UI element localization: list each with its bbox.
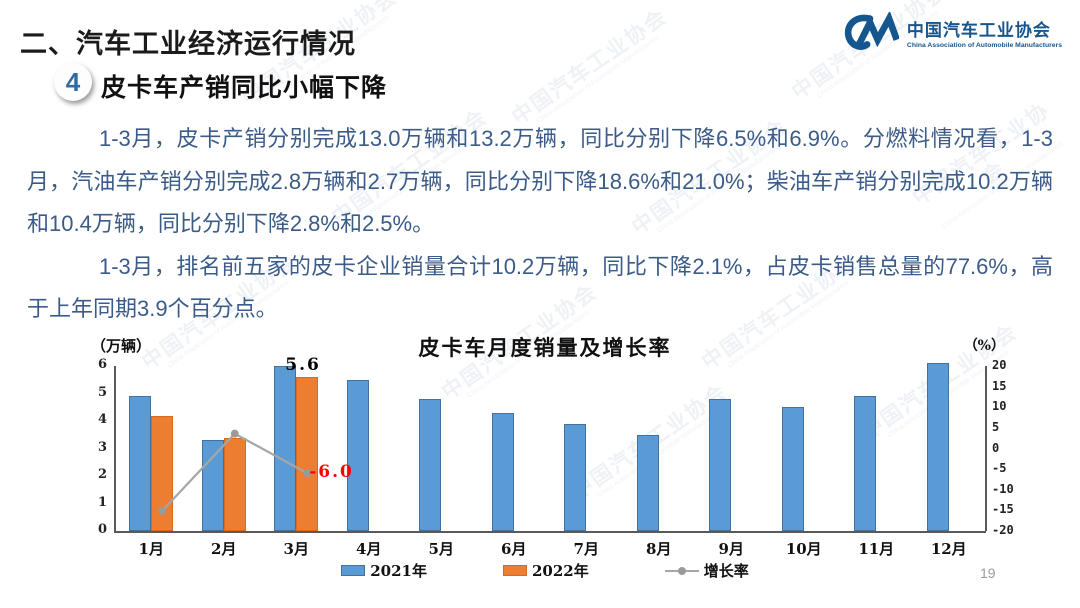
x-axis-label: 6月	[501, 540, 527, 558]
left-axis-tick: 4	[97, 412, 107, 427]
growth-line-marker	[158, 506, 167, 515]
paragraph-1: 1-3月，皮卡产销分别完成13.0万辆和13.2万辆，同比分别下降6.5%和6.…	[27, 126, 1053, 237]
x-axis-label: 2月	[211, 540, 237, 558]
x-axis-label: 9月	[718, 540, 744, 558]
x-axis-label: 8月	[646, 540, 672, 558]
sales-growth-chart: （万辆） （%） 皮卡车月度销量及增长率 2021年 2022年 增长率 0 1 2 3 4…	[85, 330, 1014, 588]
x-axis-label: 5月	[428, 540, 454, 558]
bar-2021年-3月	[274, 366, 297, 531]
x-axis	[114, 531, 986, 533]
right-axis-tick: -15	[992, 502, 1014, 517]
left-axis-tick: 0	[97, 522, 107, 537]
item-title: 皮卡车产销同比小幅下降	[101, 74, 388, 102]
growth-line-marker	[230, 429, 239, 438]
left-axis-tick: 6	[97, 357, 107, 372]
x-axis-label: 12月	[930, 540, 967, 558]
right-axis-tick: -10	[992, 481, 1014, 496]
legend-line-swatch	[664, 566, 699, 575]
bar-2021年-6月	[491, 412, 514, 531]
bar-2021年-8月	[636, 434, 659, 531]
x-axis-label: 3月	[283, 540, 309, 558]
bar-2021年-12月	[926, 363, 949, 531]
bar-2021年-4月	[346, 379, 369, 531]
bar-2021年-9月	[709, 399, 732, 531]
bar-2021年-7月	[564, 423, 587, 531]
logo-name-en: China Association of Automobile Manufact…	[906, 41, 1062, 49]
chart-title: 皮卡车月度销量及增长率	[418, 335, 672, 360]
x-axis-label: 4月	[356, 540, 382, 558]
x-axis-label: 10月	[785, 540, 822, 558]
x-axis-label: 7月	[573, 540, 599, 558]
right-axis-tick: -20	[992, 523, 1014, 537]
caam-logo: 中国汽车工业协会 China Association of Automobile…	[841, 10, 1062, 59]
x-axis-label: 1月	[138, 540, 164, 558]
right-axis-tick: 15	[992, 378, 1007, 393]
x-axis-label: 11月	[858, 540, 895, 558]
right-axis-tick: 5	[992, 419, 1000, 434]
right-axis-tick: -5	[992, 461, 1007, 476]
left-axis-tick: 5	[97, 384, 107, 400]
paragraph-2: 1-3月，排名前五家的皮卡企业销量合计10.2万辆，同比下降2.1%，占皮卡销售…	[27, 253, 1053, 322]
bar-2021年-10月	[781, 407, 804, 531]
right-axis-tick: 10	[992, 399, 1007, 414]
legend-item-2022年: 2022年	[502, 560, 589, 581]
item-number-badge: 4	[54, 63, 92, 101]
y-axis-left	[114, 366, 116, 531]
legend-label: 2021年	[370, 562, 427, 580]
left-axis-unit: （万辆）	[91, 337, 152, 355]
right-axis-unit: （%）	[963, 338, 1005, 354]
page-number: 19	[980, 565, 996, 581]
legend-label: 增长率	[703, 562, 749, 580]
left-axis-tick: 3	[97, 439, 107, 455]
item-number: 4	[65, 66, 81, 97]
chart-legend: 2021年 2022年 增长率	[85, 560, 1005, 581]
bar-2022年-1月	[151, 415, 174, 531]
bar-2021年-1月	[129, 396, 152, 531]
legend-item-增长率: 增长率	[664, 560, 749, 581]
caam-logo-icon	[841, 10, 900, 59]
logo-name-cn: 中国汽车工业协会	[906, 21, 1051, 41]
legend-swatch	[341, 565, 366, 576]
body-text: 1-3月，皮卡产销分别完成13.0万辆和13.2万辆，同比分别下降6.5%和6.…	[27, 118, 1053, 331]
bar-2022年-3月	[296, 377, 319, 531]
y-axis-right	[985, 366, 987, 531]
left-axis-tick: 2	[97, 467, 107, 482]
right-axis-tick: 0	[992, 440, 1000, 455]
legend-item-2021年: 2021年	[341, 560, 427, 581]
section-title: 二、汽车工业经济运行情况	[20, 29, 356, 59]
data-label: -6.0	[309, 462, 354, 483]
bar-2022年-2月	[223, 437, 246, 531]
left-axis-tick: 1	[97, 494, 107, 510]
legend-swatch	[502, 565, 527, 576]
bar-2021年-11月	[854, 396, 877, 531]
right-axis-tick: 20	[992, 358, 1007, 372]
data-label: 5.6	[285, 355, 321, 375]
legend-label: 2022年	[531, 562, 589, 580]
growth-line	[158, 429, 312, 515]
growth-line-marker	[303, 469, 312, 478]
bar-2021年-5月	[419, 399, 442, 531]
